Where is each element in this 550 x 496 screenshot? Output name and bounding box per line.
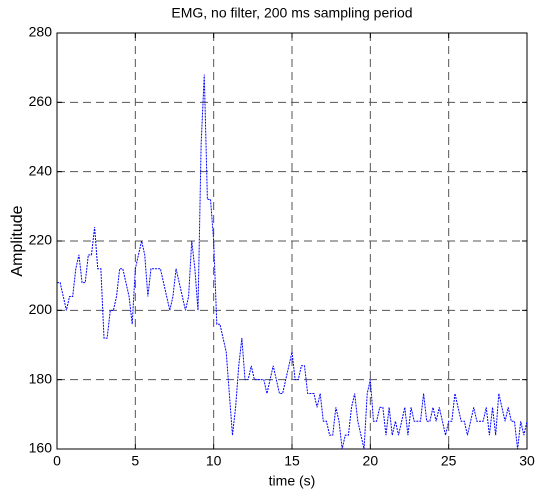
y-tick-label: 280 [29, 24, 53, 40]
x-tick-label: 30 [519, 453, 535, 469]
x-tick-label: 20 [363, 453, 379, 469]
x-tick-label: 5 [131, 453, 139, 469]
x-tick-label: 15 [284, 453, 300, 469]
data-line [57, 74, 528, 450]
y-tick-label: 220 [29, 232, 53, 248]
y-tick-label: 260 [29, 93, 53, 109]
y-tick-label: 180 [29, 370, 53, 386]
y-tick-label: 240 [29, 162, 53, 178]
x-axis-label: time (s) [269, 473, 316, 489]
y-axis-label: Amplitude [9, 205, 26, 276]
y-tick-label: 200 [29, 301, 53, 317]
chart-title: EMG, no filter, 200 ms sampling period [171, 5, 412, 21]
axes-box [56, 32, 528, 450]
y-tick-label: 160 [29, 440, 53, 456]
x-tick-label: 10 [206, 453, 222, 469]
x-tick-label: 0 [53, 453, 61, 469]
x-tick-label: 25 [441, 453, 457, 469]
